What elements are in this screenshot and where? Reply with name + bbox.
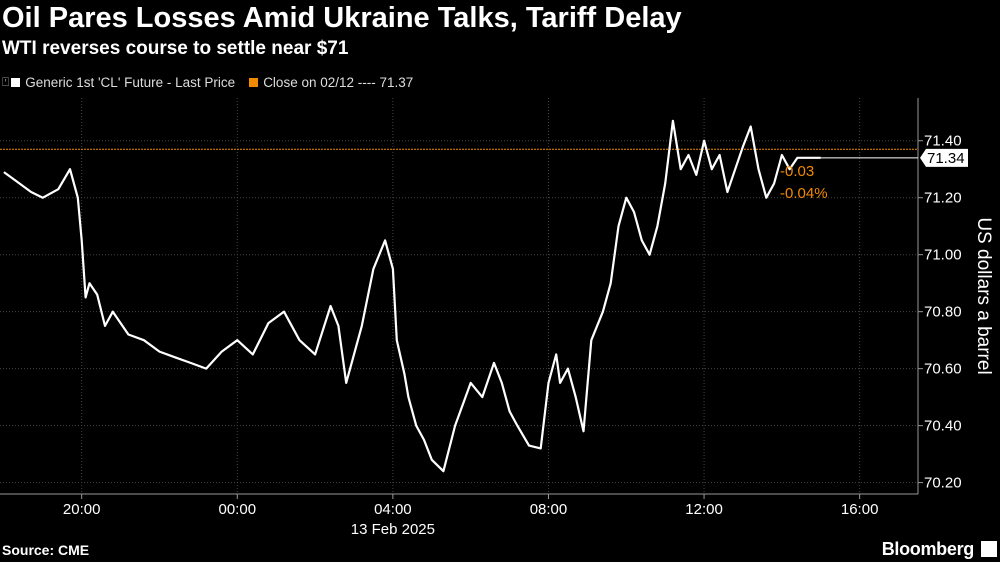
x-tick-label: 08:00 xyxy=(530,501,568,518)
y-tick-label: 71.40 xyxy=(924,133,962,150)
x-tick-label: 04:00 xyxy=(374,501,412,518)
y-axis-title: US dollars a barrel xyxy=(973,217,994,374)
x-tick-label: 20:00 xyxy=(63,501,101,518)
price-series-line xyxy=(3,119,821,473)
chart-title: Oil Pares Losses Amid Ukraine Talks, Tar… xyxy=(2,2,682,34)
y-tick-label: 71.00 xyxy=(924,247,962,264)
y-tick-label: 70.20 xyxy=(924,475,962,492)
change-abs-label: -0.03 xyxy=(780,163,814,180)
chart-subtitle: WTI reverses course to settle near $71 xyxy=(2,38,349,59)
change-pct-label: -0.04% xyxy=(780,185,828,202)
x-tick-label: 16:00 xyxy=(841,501,879,518)
legend-swatch-close xyxy=(249,78,259,87)
legend-item-close: Close on 02/12 ---- 71.37 xyxy=(249,75,413,90)
legend-swatch-price xyxy=(11,78,21,87)
legend-label-close: Close on 02/12 ---- 71.37 xyxy=(263,75,414,90)
y-tick-label: 70.40 xyxy=(924,418,962,435)
x-tick-label: 00:00 xyxy=(219,501,257,518)
x-date-label: 13 Feb 2025 xyxy=(351,521,435,538)
x-tick-label: 12:00 xyxy=(685,501,723,518)
last-price-label: 71.34 xyxy=(927,150,965,167)
last-price-tag xyxy=(920,148,968,167)
pin-icon: ⍞ xyxy=(2,75,10,89)
y-tick-label: 70.60 xyxy=(924,361,962,378)
source-note: Source: CME xyxy=(2,542,90,558)
legend-item-price: Generic 1st 'CL' Future - Last Price xyxy=(11,75,235,90)
legend-label-price: Generic 1st 'CL' Future - Last Price xyxy=(25,75,236,90)
y-tick-label: 71.20 xyxy=(924,190,962,207)
legend: ⍞ Generic 1st 'CL' Future - Last Price C… xyxy=(2,75,427,90)
bloomberg-mark-icon xyxy=(981,541,997,557)
y-tick-label: 70.80 xyxy=(924,304,962,321)
brand-logo: Bloomberg xyxy=(881,539,975,559)
